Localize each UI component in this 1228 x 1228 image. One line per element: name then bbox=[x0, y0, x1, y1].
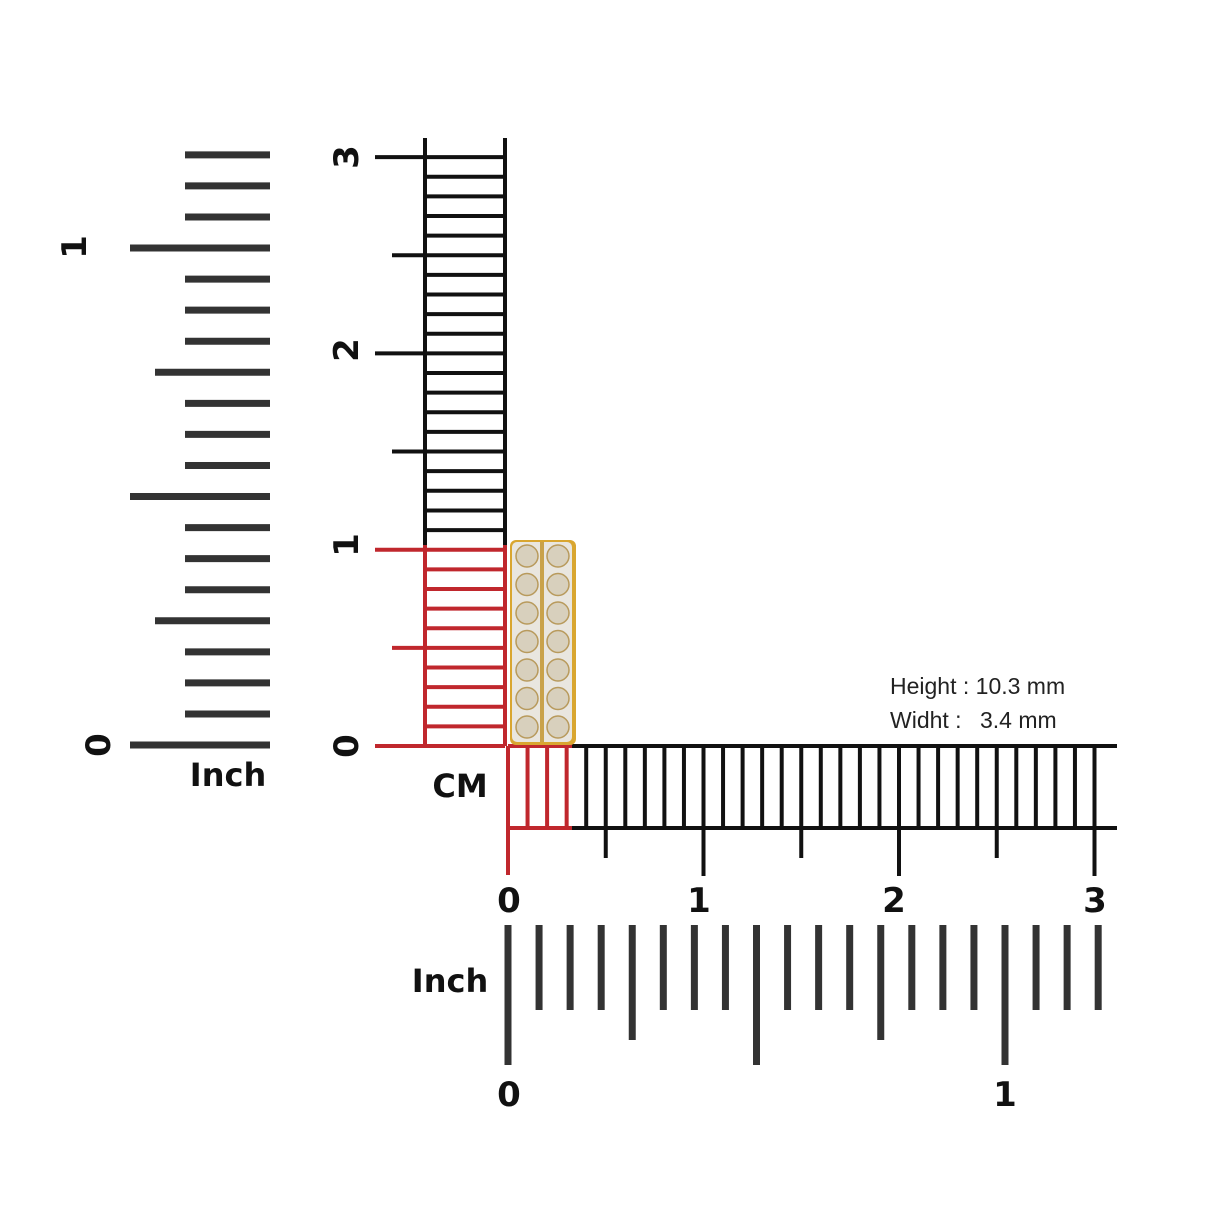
inch-h-label-0: 0 bbox=[497, 1075, 521, 1115]
diamond-stone bbox=[515, 544, 539, 568]
width-value: 3.4 mm bbox=[979, 707, 1057, 733]
diamond-stone bbox=[515, 601, 539, 625]
cm-v-label-2: 2 bbox=[327, 338, 367, 362]
height-label: Height : bbox=[890, 673, 970, 699]
diamond-stone bbox=[546, 715, 570, 739]
cm-h-label-1: 1 bbox=[687, 881, 711, 921]
width-label: Widht : bbox=[890, 707, 962, 733]
cm-h-label-2: 2 bbox=[882, 881, 906, 921]
height-info: Height : 10.3 mm bbox=[890, 673, 1065, 700]
diamond-stone bbox=[515, 715, 539, 739]
diamond-stone bbox=[546, 686, 570, 711]
diamond-stone bbox=[546, 629, 570, 654]
cm-h-label-0: 0 bbox=[497, 881, 521, 921]
cm-v-label-3: 3 bbox=[327, 145, 367, 169]
diamond-stone bbox=[546, 544, 570, 568]
height-value: 10.3 mm bbox=[975, 673, 1066, 699]
cm-h-label-3: 3 bbox=[1083, 881, 1107, 921]
inch-v-label-1: 1 bbox=[55, 235, 95, 259]
diamond-stone bbox=[515, 686, 539, 711]
diamond-stone bbox=[515, 629, 539, 654]
inch-v-label-0: 0 bbox=[79, 733, 119, 757]
diamond-stone bbox=[546, 658, 570, 682]
ring-image bbox=[510, 540, 576, 745]
cm-unit-label: CM bbox=[432, 767, 487, 805]
cm-v-label-0: 0 bbox=[327, 734, 367, 758]
ring-channel-divider bbox=[540, 542, 544, 742]
diamond-stone bbox=[546, 601, 570, 625]
diamond-stone bbox=[515, 658, 539, 682]
diamond-stone bbox=[515, 572, 539, 597]
inch-h-label-1: 1 bbox=[993, 1075, 1017, 1115]
width-info: Widht : 3.4 mm bbox=[890, 707, 1057, 734]
cm-v-label-1: 1 bbox=[327, 533, 367, 557]
diamond-stone bbox=[546, 572, 570, 597]
inch-v-unit-label: Inch bbox=[190, 756, 266, 794]
inch-h-unit-label: Inch bbox=[412, 962, 488, 1000]
